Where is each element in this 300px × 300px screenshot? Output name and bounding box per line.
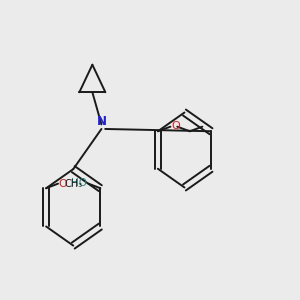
Text: O: O: [59, 179, 68, 189]
Text: N: N: [96, 115, 106, 128]
Text: HO: HO: [71, 178, 87, 188]
Text: O: O: [171, 121, 180, 131]
Text: CH₃: CH₃: [65, 179, 83, 189]
